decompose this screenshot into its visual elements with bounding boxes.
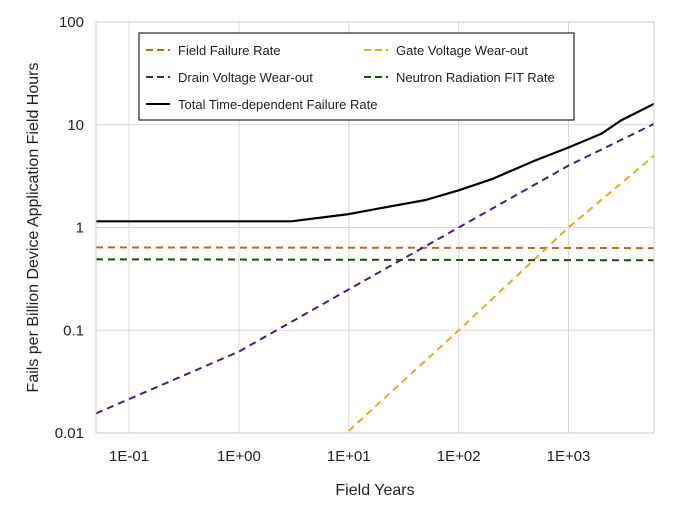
legend-label: Total Time-dependent Failure Rate bbox=[178, 97, 377, 112]
x-tick-label: 1E+03 bbox=[547, 448, 591, 465]
series-line-3 bbox=[96, 258, 654, 262]
y-tick-label: 10 bbox=[67, 117, 84, 134]
legend-label: Field Failure Rate bbox=[178, 43, 281, 58]
y-tick-label: 0.01 bbox=[55, 425, 84, 442]
plot-frame bbox=[95, 21, 655, 434]
x-tick-label: 1E+00 bbox=[217, 448, 261, 465]
series-line-2 bbox=[96, 123, 654, 415]
y-tick-label: 1 bbox=[76, 220, 84, 237]
x-tick-label: 1E+01 bbox=[327, 448, 371, 465]
legend-box bbox=[138, 32, 575, 121]
y-tick-label: 0.1 bbox=[63, 322, 84, 339]
series-layer bbox=[96, 102, 654, 432]
legend: Field Failure Rate Gate Voltage Wear-out D… bbox=[138, 32, 575, 121]
x-axis-label: Field Years bbox=[335, 482, 414, 499]
legend-label: Drain Voltage Wear-out bbox=[178, 70, 313, 85]
tick-labels: 1E-01 1E+00 1E+01 1E+02 1E+03 0.01 0.1 1 10 100 bbox=[55, 14, 591, 465]
series-line-0 bbox=[96, 246, 654, 250]
y-tick-label: 100 bbox=[59, 14, 84, 31]
series-line-4 bbox=[96, 102, 654, 223]
series-line-1 bbox=[348, 154, 654, 432]
legend-label: Gate Voltage Wear-out bbox=[396, 43, 528, 58]
y-axis-label: Fails per Billion Device Application Fie… bbox=[25, 63, 42, 393]
x-tick-label: 1E+02 bbox=[437, 448, 481, 465]
x-tick-label: 1E-01 bbox=[109, 448, 149, 465]
legend-label: Neutron Radiation FIT Rate bbox=[396, 70, 555, 85]
